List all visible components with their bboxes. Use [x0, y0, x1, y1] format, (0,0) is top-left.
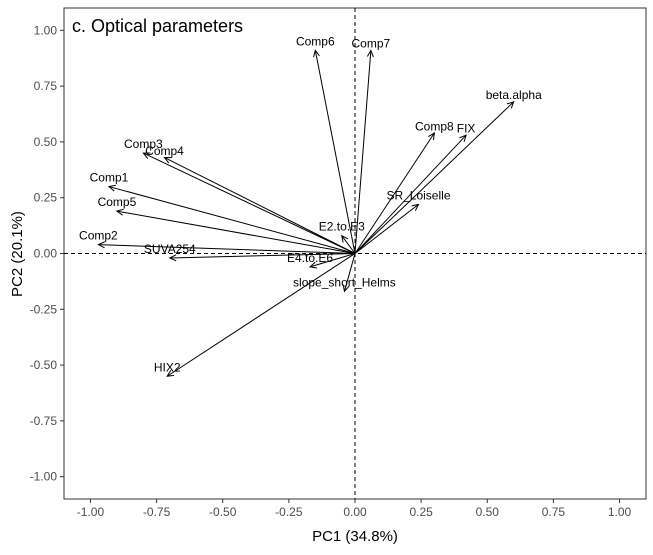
- arrow-head: [168, 254, 177, 262]
- arrow-head: [97, 241, 105, 249]
- vector-label: FIX: [457, 122, 476, 136]
- x-tick-label: -1.00: [77, 505, 105, 519]
- arrow-head: [342, 284, 350, 293]
- vector-label: beta.alpha: [486, 88, 542, 102]
- chart-title: c. Optical parameters: [72, 16, 243, 36]
- vector-label: Comp4: [145, 144, 184, 158]
- y-tick-label: 0.75: [34, 79, 58, 93]
- loading-arrow: [143, 152, 356, 254]
- vector-label: SUVA254: [144, 242, 196, 256]
- loading-arrow: [341, 235, 356, 254]
- loading-arrow: [169, 253, 356, 259]
- vector-label: Comp8: [415, 119, 454, 133]
- vector-label: slope_short_Helms: [293, 276, 396, 290]
- x-tick-label: 0.00: [343, 505, 367, 519]
- vector-label: Comp7: [352, 37, 391, 51]
- loading-arrow: [314, 50, 356, 254]
- loading-arrow: [343, 253, 356, 292]
- arrow-head: [459, 134, 467, 143]
- x-tick-label: 1.00: [608, 505, 632, 519]
- arrow-head: [308, 261, 318, 269]
- arrow-head: [115, 208, 124, 216]
- loading-arrow: [354, 134, 467, 254]
- loading-arrow: [98, 244, 356, 254]
- x-tick-label: 0.50: [476, 505, 500, 519]
- arrow-head: [107, 184, 116, 192]
- loading-arrow: [164, 157, 356, 254]
- x-tick-label: -0.75: [143, 505, 171, 519]
- x-tick-label: -0.50: [209, 505, 237, 519]
- vector-label: E2.to.E3: [319, 220, 365, 234]
- y-tick-label: -1.00: [30, 470, 58, 484]
- arrow-head: [313, 49, 320, 58]
- vector-label: Comp2: [79, 229, 118, 243]
- loading-arrow: [108, 186, 356, 254]
- arrow-head: [163, 157, 172, 164]
- arrow-head: [142, 152, 151, 159]
- y-axis-label: PC2 (20.1%): [9, 211, 26, 297]
- loading-arrow: [354, 50, 372, 254]
- y-tick-label: 1.00: [34, 23, 58, 37]
- y-tick-label: 0.25: [34, 191, 58, 205]
- vector-label: Comp3: [124, 137, 163, 151]
- vector-label: E4.to.E6: [287, 251, 333, 265]
- loading-arrow: [354, 204, 419, 254]
- y-tick-label: -0.25: [30, 302, 58, 316]
- x-tick-label: 0.25: [409, 505, 433, 519]
- loading-arrow: [309, 253, 356, 268]
- vector-label: SR_Loiselle: [386, 188, 450, 202]
- arrow-head: [506, 100, 515, 109]
- x-tick-label: 0.75: [542, 505, 566, 519]
- vector-label: HIX2: [154, 360, 181, 374]
- arrow-head: [428, 132, 435, 140]
- loading-arrow: [166, 253, 356, 377]
- x-axis-label: PC1 (34.8%): [312, 528, 398, 545]
- arrow-head: [166, 369, 175, 377]
- loading-arrow: [116, 210, 356, 254]
- vector-label: Comp5: [98, 195, 137, 209]
- arrow-head: [366, 49, 374, 58]
- y-tick-label: 0.50: [34, 135, 58, 149]
- x-tick-label: -0.25: [275, 505, 303, 519]
- y-tick-label: -0.75: [30, 414, 58, 428]
- vector-label: Comp6: [296, 34, 335, 48]
- arrow-head: [411, 203, 420, 211]
- y-axis-ticks: -1.00 -0.75 -0.50 -0.25 0.00 0.25 0.50 0.75 1.00: [30, 23, 64, 484]
- arrow-head: [341, 234, 349, 243]
- vector-label: Comp1: [90, 171, 129, 185]
- x-axis-ticks: -1.00 -0.75 -0.50 -0.25 0.00 0.25 0.50 0.75 1.00: [77, 499, 632, 519]
- loading-arrow: [354, 101, 515, 254]
- y-tick-label: -0.50: [30, 358, 58, 372]
- loading-arrow: [354, 132, 435, 254]
- y-tick-label: 0.00: [34, 247, 58, 261]
